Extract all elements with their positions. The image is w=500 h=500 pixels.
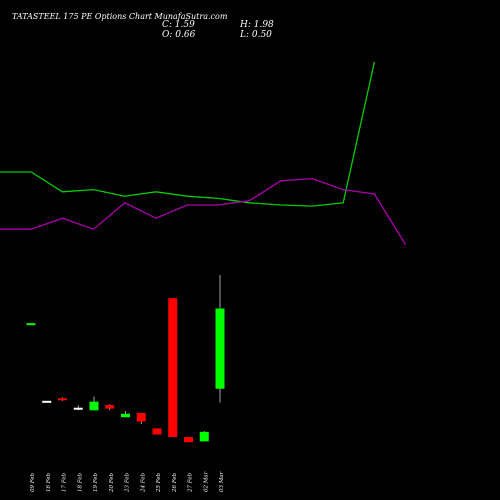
date-label: 17 Feb <box>62 472 68 492</box>
candle-2 <box>42 400 52 403</box>
date-axis: 09 Feb 16 Feb 17 Feb 18 Feb 19 Feb 20 Feb 23 F… <box>30 471 225 493</box>
candle-3 <box>58 397 67 401</box>
candle-body <box>136 412 146 422</box>
candle-5 <box>89 396 99 411</box>
series-line-2 <box>0 177 407 245</box>
date-label: 27 Feb <box>188 472 194 493</box>
open-value: O: 0.66 <box>162 30 196 40</box>
candle-body <box>184 437 193 443</box>
candle-13 <box>215 274 225 403</box>
low-value: L: 0.50 <box>240 30 272 40</box>
date-label: 19 Feb <box>93 472 99 492</box>
date-label: 03 Mar <box>219 471 225 492</box>
date-label: 23 Feb <box>125 472 131 493</box>
candle-12 <box>199 431 209 442</box>
line-panel <box>0 61 407 245</box>
candle-6 <box>105 404 115 411</box>
chart-title: TATASTEEL 175 PE Options Chart MunafaSut… <box>12 12 228 21</box>
candle-11 <box>184 437 193 443</box>
candle-body <box>168 298 178 438</box>
candle-body <box>89 401 99 411</box>
candle-body <box>58 398 67 401</box>
candle-body <box>121 413 130 418</box>
candlestick-panel <box>26 274 225 443</box>
date-label: 16 Feb <box>46 472 52 492</box>
candle-body <box>105 405 115 409</box>
close-value: C: 1.59 <box>162 20 195 30</box>
date-label: 20 Feb <box>109 472 115 493</box>
candle-10 <box>168 298 178 438</box>
high-value: H: 1.98 <box>240 20 274 30</box>
date-label: 25 Feb <box>156 472 162 493</box>
candle-body <box>152 428 162 435</box>
candle-1 <box>26 323 36 326</box>
date-label: 26 Feb <box>172 472 178 493</box>
candle-4 <box>73 405 83 411</box>
date-label: 02 Mar <box>203 471 209 492</box>
candle-7 <box>121 411 130 418</box>
candle-body <box>42 400 52 403</box>
candle-body <box>73 407 83 410</box>
candle-8 <box>136 412 146 425</box>
candle-body <box>199 431 209 442</box>
candle-body <box>215 308 225 389</box>
candle-body <box>26 323 36 326</box>
date-label: 09 Feb <box>30 472 36 492</box>
date-label: 18 Feb <box>77 472 83 492</box>
series-line-1 <box>0 61 376 207</box>
candle-9 <box>152 428 162 435</box>
date-label: 24 Feb <box>140 472 146 493</box>
